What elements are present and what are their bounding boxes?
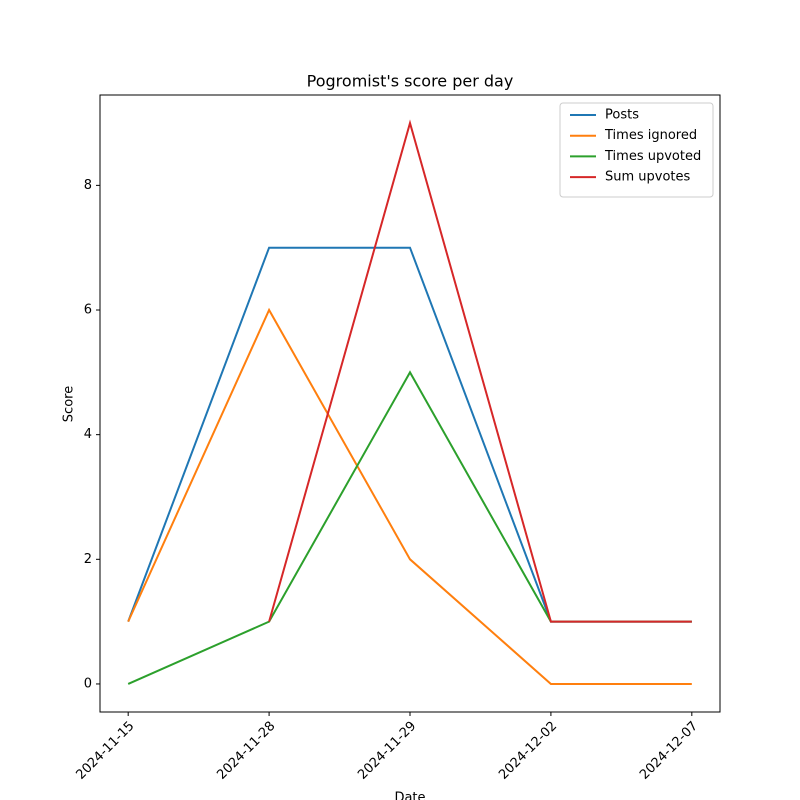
x-tick-label: 2024-11-28 <box>214 719 278 783</box>
chart-title: Pogromist's score per day <box>307 72 514 91</box>
x-tick-label: 2024-12-07 <box>637 719 701 783</box>
line-series <box>127 370 692 685</box>
legend-label: Times upvoted <box>604 149 701 164</box>
y-tick-label: 8 <box>84 178 92 193</box>
y-tick-label: 4 <box>84 427 92 442</box>
line-series <box>127 307 692 685</box>
legend-label: Sum upvotes <box>605 170 691 185</box>
legend-box <box>559 102 714 198</box>
y-tick-label: 6 <box>84 303 92 318</box>
y-tick-label: 2 <box>84 552 92 567</box>
y-axis-label: Score <box>62 386 77 422</box>
legend: Posts Times ignored Times upvoted Sum upvot… <box>559 102 714 198</box>
x-axis-label: Date <box>394 791 425 800</box>
legend-label: Posts <box>605 108 639 123</box>
x-tick-label: 2024-12-02 <box>496 719 560 783</box>
x-tick-label: 2024-11-15 <box>73 719 137 783</box>
legend-label: Times ignored <box>604 128 697 143</box>
plot-frame <box>99 94 721 713</box>
line-series <box>268 119 692 623</box>
y-tick-label: 0 <box>84 676 92 691</box>
x-tick-label: 2024-11-29 <box>355 719 419 783</box>
